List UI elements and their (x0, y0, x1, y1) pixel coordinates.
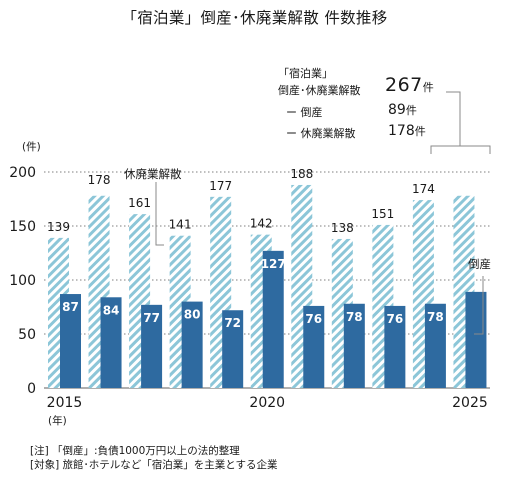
summary-total-unit: 件 (422, 81, 434, 94)
footnote-1: [注] 「倒産」:負債1000万円以上の法的整理 (30, 445, 240, 457)
closure-value-label: 188 (290, 167, 313, 181)
bankruptcy-bar (222, 310, 244, 388)
bankruptcy-leader-line (474, 276, 484, 335)
summary-bankruptcy-row: ー 倒産 89件 (278, 103, 417, 126)
bankruptcy-bar (465, 291, 487, 388)
footnotes: [注] 「倒産」:負債1000万円以上の法的整理 [対象] 旅館･ホテルなど「宿… (30, 444, 277, 472)
bankruptcy-value-label: 78 (346, 310, 363, 324)
y-tick-label: 50 (18, 327, 36, 343)
bankruptcy-value-label: 76 (387, 312, 404, 326)
x-tick-label: 2015 (47, 395, 83, 411)
bankruptcy-bar (303, 305, 325, 388)
closure-value-label: 138 (331, 221, 354, 235)
y-tick-label: 150 (9, 219, 36, 235)
bankruptcy-bar (424, 303, 446, 388)
closure-value-label: 161 (128, 196, 151, 210)
summary-bracket (460, 145, 491, 154)
data-labels: 139 161 141 177 142 188 138 151 174 178 87 84 77 80 72… (47, 167, 444, 330)
summary-closure-unit: 件 (414, 125, 426, 138)
y-tick-label: 200 (9, 165, 36, 181)
x-tick-label: 2025 (452, 395, 488, 411)
bankruptcy-bar (60, 294, 81, 388)
summary-label-2: 倒産･休廃業解散 (278, 84, 361, 97)
summary-bracket (430, 91, 461, 154)
closure-value-label: 142 (250, 217, 273, 231)
y-tick-label: 0 (27, 381, 36, 397)
bankruptcy-value-label: 127 (261, 257, 286, 271)
y-tick-label: 100 (9, 273, 36, 289)
summary-box: 「宿泊業」 倒産･休廃業解散 267件 ー 倒産 89件 ー 休廃業解散 178… (278, 66, 434, 143)
bankruptcy-bar (181, 301, 203, 388)
summary-total-value: 267 (385, 74, 423, 96)
bankruptcy-value-label: 76 (305, 312, 322, 326)
chart-title: 「宿泊業」倒産･休廃業解散 件数推移 (121, 9, 388, 27)
bankruptcy-bar (141, 304, 163, 388)
closure-annotation: 休廃業解散 (124, 167, 182, 181)
bankruptcy-value-label: 80 (184, 308, 201, 322)
closure-leader-line (155, 182, 164, 246)
summary-bankruptcy-value: 89 (388, 102, 406, 118)
bankruptcy-bar (343, 303, 365, 388)
bankruptcy-value-label: 78 (427, 310, 444, 324)
summary-closure-value: 178 (388, 123, 415, 139)
closure-value-label: 177 (209, 179, 232, 193)
bankruptcy-annotation: 倒産 (468, 257, 491, 271)
bars (48, 184, 487, 388)
closure-value-label: 174 (412, 182, 435, 196)
bankruptcy-bar (384, 305, 406, 388)
summary-total-row: 倒産･休廃業解散 267件 (278, 76, 434, 105)
summary-bankruptcy-label: ー 倒産 (286, 106, 323, 119)
bankruptcy-bar (262, 250, 284, 388)
x-tick-label: 2020 (249, 395, 285, 411)
bankruptcy-value-label: 84 (103, 303, 120, 317)
closure-value-label: 178 (88, 173, 111, 187)
summary-closure-row: ー 休廃業解散 178件 (278, 124, 426, 143)
summary-label-1: 「宿泊業」 (278, 67, 333, 80)
closure-value-label: 139 (47, 220, 70, 234)
closure-value-label: 141 (169, 218, 192, 232)
x-axis-label: (年) (48, 414, 67, 427)
closure-value-label: 151 (371, 207, 394, 221)
bankruptcy-value-label: 87 (62, 300, 79, 314)
bankruptcy-value-label: 72 (224, 316, 241, 330)
bankruptcy-value-label: 77 (143, 311, 160, 325)
summary-bankruptcy-unit: 件 (405, 104, 417, 117)
summary-closure-label: ー 休廃業解散 (286, 127, 356, 140)
bankruptcy-bar (100, 297, 122, 388)
y-axis-label: (件) (22, 141, 41, 153)
footnote-2: [対象] 旅館･ホテルなど「宿泊業」を主業とする企業 (30, 459, 278, 471)
axis-labels: 0 50 100 150 200 (件) 2015 2020 2025 (年) (9, 141, 488, 427)
